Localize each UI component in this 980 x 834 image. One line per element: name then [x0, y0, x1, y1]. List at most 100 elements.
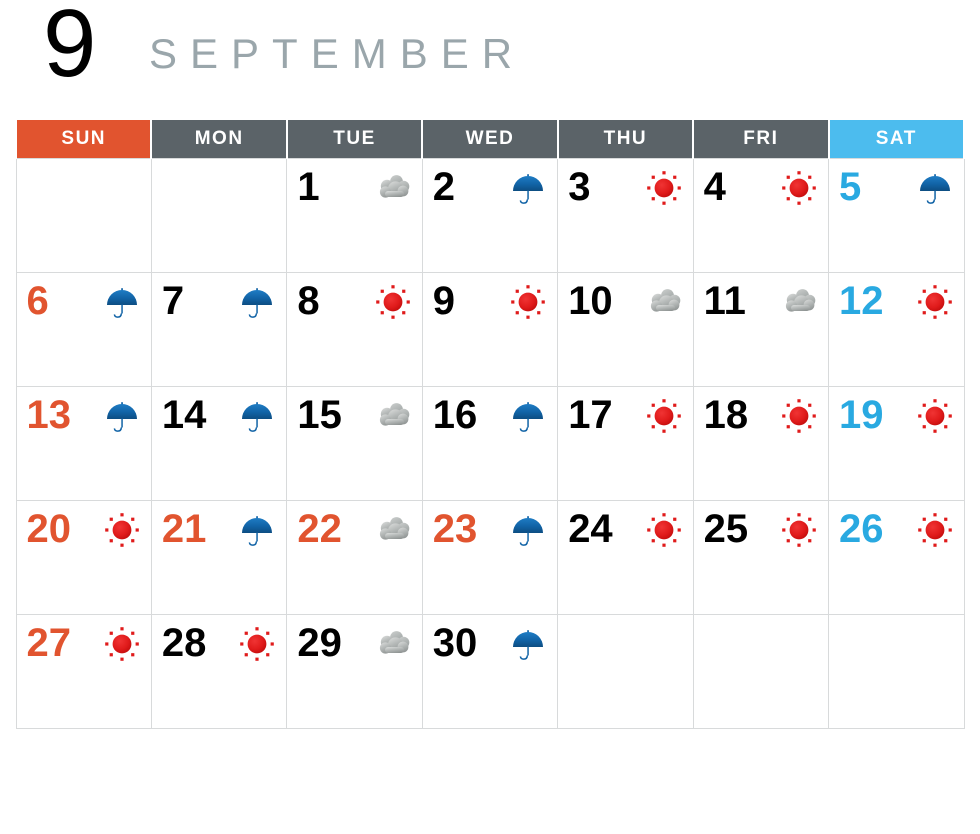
day-cell-inner	[152, 159, 286, 272]
day-cell-inner: 25	[694, 501, 828, 614]
cloudy-weather-icon	[645, 283, 683, 321]
day-cell-inner: 16	[423, 387, 557, 500]
calendar-day-cell[interactable]: 17	[557, 386, 694, 501]
day-number: 20	[26, 507, 72, 551]
rainy-weather-icon	[916, 169, 954, 207]
day-cell-inner: 22	[287, 501, 421, 614]
day-cell-inner: 26	[829, 501, 963, 614]
sunny-weather-icon	[103, 511, 141, 549]
calendar-week-row: 13 14 15 16 17 18 19	[15, 386, 965, 501]
day-cell-inner: 13	[17, 387, 151, 500]
day-cell-inner: 29	[287, 615, 421, 728]
day-number: 28	[161, 621, 207, 665]
calendar-week-row: 6 7 8 9 10 11 12	[15, 272, 965, 387]
calendar-day-cell[interactable]: 3	[557, 158, 694, 273]
calendar-day-cell[interactable]: 29	[286, 614, 423, 729]
calendar-day-cell[interactable]: 20	[15, 500, 152, 615]
sunny-weather-icon	[780, 397, 818, 435]
day-number: 5	[839, 165, 862, 209]
day-cell-inner	[694, 615, 828, 728]
calendar-day-cell[interactable]: 5	[828, 158, 965, 273]
calendar-day-cell[interactable]: 11	[692, 272, 830, 387]
day-number: 24	[568, 507, 613, 551]
cloudy-weather-icon	[374, 511, 412, 549]
calendar-day-cell[interactable]: 18	[692, 386, 830, 501]
calendar-day-cell[interactable]: 25	[692, 500, 830, 615]
day-number: 25	[703, 507, 749, 551]
day-number: 19	[839, 393, 884, 437]
calendar-day-cell[interactable]: 9	[421, 272, 559, 387]
day-cell-inner: 14	[152, 387, 286, 500]
calendar-day-cell[interactable]: 2	[421, 158, 559, 273]
calendar-day-cell[interactable]: 7	[150, 272, 288, 387]
calendar-day-cell[interactable]: 24	[557, 500, 694, 615]
rainy-weather-icon	[509, 169, 547, 207]
day-cell-inner: 15	[287, 387, 421, 500]
weekday-header-sun: SUN	[14, 120, 153, 159]
day-cell-inner: 1	[287, 159, 421, 272]
rainy-weather-icon	[509, 397, 547, 435]
day-number: 10	[568, 279, 613, 323]
calendar-day-cell[interactable]: 26	[828, 500, 965, 615]
calendar-day-cell[interactable]: 30	[421, 614, 559, 729]
calendar-day-cell[interactable]: 22	[286, 500, 423, 615]
day-number: 23	[432, 507, 478, 551]
weekday-header-tue: TUE	[285, 120, 424, 159]
day-number: 29	[297, 621, 342, 665]
cloudy-weather-icon	[374, 625, 412, 663]
sunny-weather-icon	[645, 169, 683, 207]
day-cell-inner	[17, 159, 151, 272]
cloudy-weather-icon	[374, 397, 412, 435]
calendar-day-cell[interactable]: 12	[828, 272, 965, 387]
day-number: 16	[432, 393, 478, 437]
day-number: 21	[161, 507, 207, 551]
day-number: 8	[297, 279, 320, 323]
day-number: 26	[839, 507, 884, 551]
calendar-week-row: 1 2 3 4 5	[15, 158, 965, 273]
calendar-day-cell[interactable]: 16	[421, 386, 559, 501]
weekday-header-fri: FRI	[692, 120, 830, 159]
day-cell-inner	[829, 615, 963, 728]
calendar-title-bar: 9 SEPTEMBER	[15, 0, 965, 112]
day-cell-inner: 20	[17, 501, 151, 614]
calendar-day-cell[interactable]: 21	[150, 500, 288, 615]
calendar-day-cell[interactable]: 1	[286, 158, 423, 273]
calendar-day-cell[interactable]: 14	[150, 386, 288, 501]
calendar-day-cell[interactable]: 28	[150, 614, 288, 729]
sunny-weather-icon	[238, 625, 276, 663]
day-cell-inner: 27	[17, 615, 151, 728]
calendar-day-cell[interactable]: 27	[15, 614, 152, 729]
calendar-day-cell[interactable]: 19	[828, 386, 965, 501]
day-number: 7	[161, 279, 185, 323]
weekday-header-thu: THU	[556, 120, 695, 159]
calendar-grid: SUN MON TUE WED THU FRI SAT 1 2 3 4 5 6 7 8 9 10 11 12 13 1…	[14, 120, 966, 729]
day-cell-inner: 10	[558, 273, 692, 386]
rainy-weather-icon	[103, 397, 141, 435]
calendar-day-cell[interactable]: 4	[692, 158, 830, 273]
calendar-body: 1 2 3 4 5 6 7 8 9 10 11 12 13 14 15 16 17 18 19 20 21 22 23 24 2…	[15, 158, 965, 729]
calendar-day-cell[interactable]: 10	[557, 272, 694, 387]
calendar-day-cell[interactable]: 6	[15, 272, 152, 387]
day-number: 3	[568, 165, 591, 209]
day-cell-inner: 28	[152, 615, 286, 728]
day-number: 11	[703, 279, 746, 323]
calendar-day-cell[interactable]: 13	[15, 386, 152, 501]
day-number: 2	[432, 165, 456, 209]
day-number: 9	[432, 279, 456, 323]
day-cell-inner: 6	[17, 273, 151, 386]
rainy-weather-icon	[509, 625, 547, 663]
day-cell-inner: 11	[694, 273, 828, 386]
calendar-day-cell[interactable]: 8	[286, 272, 423, 387]
sunny-weather-icon	[916, 397, 954, 435]
sunny-weather-icon	[374, 283, 412, 321]
calendar-day-cell[interactable]: 15	[286, 386, 423, 501]
day-number: 14	[161, 393, 207, 437]
day-number: 30	[432, 621, 478, 665]
calendar-empty-cell	[557, 614, 694, 729]
day-cell-inner: 3	[558, 159, 692, 272]
day-cell-inner: 12	[829, 273, 963, 386]
day-number: 17	[568, 393, 613, 437]
calendar-day-cell[interactable]: 23	[421, 500, 559, 615]
weekday-header-sat: SAT	[827, 120, 966, 159]
